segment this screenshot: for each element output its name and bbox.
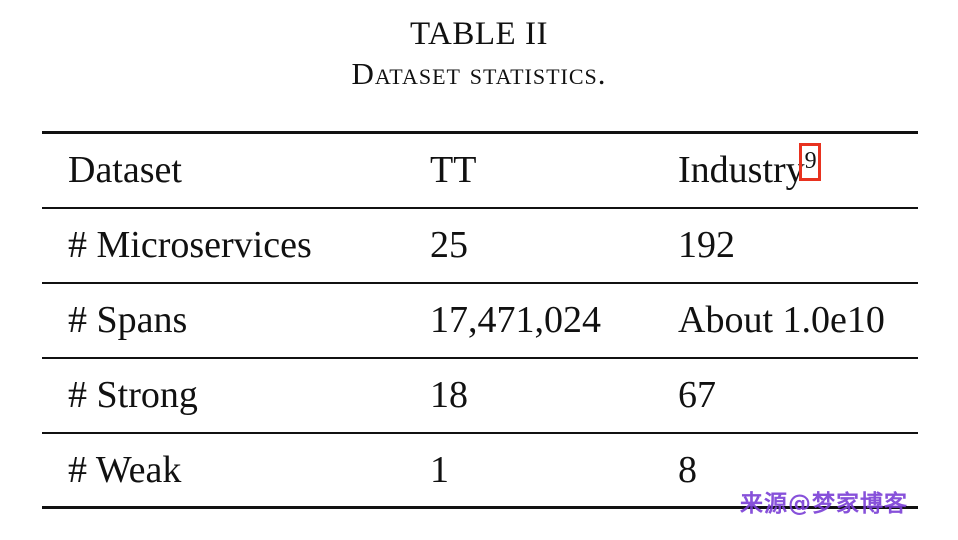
watermark: 来源@梦家博客 bbox=[740, 491, 908, 517]
footnote-number: 9 bbox=[804, 148, 817, 175]
industry-value: 67 bbox=[678, 374, 716, 416]
industry-value: About 1.0e10 bbox=[678, 299, 885, 341]
tt-value: 25 bbox=[430, 224, 468, 266]
row-label: # Weak bbox=[68, 448, 182, 491]
table-row: # Strong 18 67 bbox=[42, 358, 918, 433]
header-industry-cell: Industry 9 bbox=[678, 133, 918, 208]
table-row: # Spans 17,471,024 About 1.0e10 bbox=[42, 283, 918, 358]
dataset-statistics-table: Dataset TT Industry 9 # Microservices 25 … bbox=[42, 131, 918, 509]
industry-value: 8 bbox=[678, 448, 697, 491]
header-industry: Industry bbox=[678, 149, 805, 192]
row-label: # Strong bbox=[68, 374, 198, 416]
industry-value: 192 bbox=[678, 224, 735, 266]
tt-value: 17,471,024 bbox=[430, 299, 601, 341]
row-label: # Spans bbox=[68, 299, 188, 341]
footnote-marker[interactable]: 9 bbox=[798, 143, 821, 182]
table-label: TABLE II bbox=[410, 16, 548, 52]
header-dataset: Dataset bbox=[68, 149, 182, 192]
header-tt: TT bbox=[430, 149, 477, 192]
table-row: # Weak 1 8 bbox=[42, 433, 918, 508]
table-row: # Microservices 25 192 bbox=[42, 208, 918, 283]
tt-value: 18 bbox=[430, 374, 468, 416]
table-header-row: Dataset TT Industry 9 bbox=[42, 132, 918, 208]
tt-value: 1 bbox=[430, 448, 449, 491]
row-label: # Microservices bbox=[68, 224, 312, 266]
table-caption: Dataset statistics. bbox=[351, 56, 607, 91]
highlight-box bbox=[798, 143, 821, 182]
